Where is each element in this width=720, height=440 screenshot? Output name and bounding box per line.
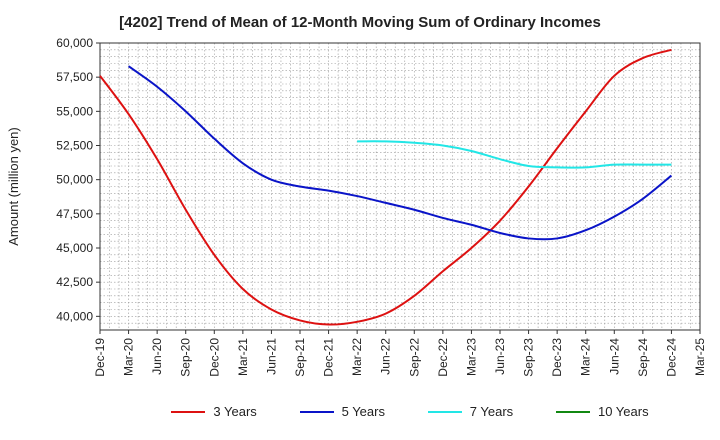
series-line-3-years — [99, 48, 672, 326]
y-axis-label: Amount (million yen) — [6, 127, 21, 246]
chart-title: [4202] Trend of Mean of 12-Month Moving … — [119, 14, 601, 31]
series-line-7-years — [357, 140, 672, 169]
legend-swatch-3-years — [171, 410, 206, 413]
series-line-5-years — [127, 65, 673, 241]
x-tick-label: Mar-23 — [464, 338, 478, 376]
legend-item-3-years: 3 Years — [171, 404, 257, 419]
legend-item-5-years: 5 Years — [299, 404, 385, 419]
x-tick-label: Mar-24 — [579, 338, 593, 376]
grid-layer — [100, 42, 700, 331]
x-tick-label: Mar-22 — [350, 338, 364, 376]
x-tick-label: Dec-21 — [322, 338, 336, 377]
tick-label-layer: 40,000 42,500 45,000 47,500 50,000 52,500 55,0… — [6, 36, 707, 377]
legend-label-7-years: 7 Years — [469, 404, 514, 419]
y-tick-label: 50,000 — [56, 173, 93, 187]
legend-label-10-years: 10 Years — [597, 404, 649, 419]
x-tick-label: Mar-20 — [122, 338, 136, 376]
axis-layer — [96, 42, 701, 334]
x-tick-label: Dec-24 — [664, 338, 678, 377]
x-tick-label: Mar-21 — [236, 338, 250, 376]
x-tick-label: Dec-20 — [207, 338, 221, 377]
y-tick-label: 57,500 — [56, 70, 93, 84]
y-tick-label: 55,000 — [56, 104, 93, 118]
legend-swatch-7-years — [427, 410, 462, 413]
x-tick-label: Sep-23 — [522, 338, 536, 377]
y-tick-label: 40,000 — [56, 309, 93, 323]
legend: 3 Years 5 Years 7 Years 10 Years — [150, 404, 670, 419]
x-tick-label: Jun-20 — [150, 338, 164, 375]
x-tick-label: Sep-24 — [636, 338, 650, 377]
legend-item-10-years: 10 Years — [555, 404, 649, 419]
y-tick-label: 52,500 — [56, 139, 93, 153]
x-tick-label: Sep-21 — [293, 338, 307, 377]
y-tick-label: 47,500 — [56, 207, 93, 221]
x-tick-label: Sep-22 — [407, 338, 421, 377]
legend-swatch-10-years — [555, 410, 590, 413]
y-tick-label: 42,500 — [56, 275, 93, 289]
series-layer — [99, 48, 673, 326]
x-tick-label: Dec-22 — [436, 338, 450, 377]
y-tick-label: 45,000 — [56, 241, 93, 255]
x-tick-label: Jun-21 — [264, 338, 278, 375]
x-tick-label: Jun-22 — [379, 338, 393, 375]
x-tick-label: Jun-23 — [493, 338, 507, 375]
x-tick-label: Dec-23 — [550, 338, 564, 377]
legend-label-3-years: 3 Years — [213, 404, 257, 419]
x-tick-label: Mar-25 — [693, 338, 707, 376]
legend-label-5-years: 5 Years — [341, 404, 385, 419]
plot-frame — [99, 42, 701, 331]
legend-item-7-years: 7 Years — [427, 404, 514, 419]
x-tick-label: Sep-20 — [179, 338, 193, 377]
x-tick-label: Dec-19 — [93, 338, 107, 377]
legend-swatch-5-years — [299, 410, 334, 413]
y-tick-label: 60,000 — [56, 36, 93, 50]
x-tick-label: Jun-24 — [607, 338, 621, 375]
plot-area — [100, 43, 700, 330]
